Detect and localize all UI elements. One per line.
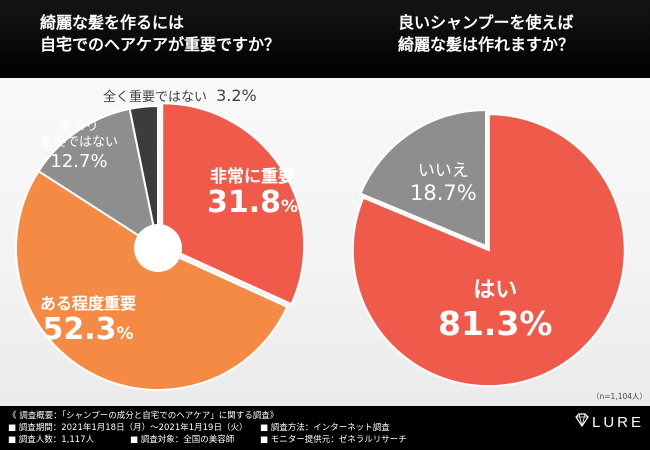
right-title-line-2: 綺麗な髪は作れますか？ [398, 35, 575, 54]
left-title-line-2: 自宅でのヘアケアが重要ですか？ [40, 35, 281, 54]
label-yes-name: はい [473, 278, 518, 303]
header-bar: 綺麗な髪を作るには 自宅でのヘアケアが重要ですか？ 良いシャンプーを使えば 綺麗… [0, 0, 650, 78]
label-no-name: いいえ [417, 161, 469, 181]
label-very-important-name: 非常に重要 [210, 167, 296, 187]
right-pie-slice-1 [359, 108, 487, 248]
label-not-important-at-all: 全く重要ではない 3.2% [103, 86, 257, 105]
footer-bar: 《 調査概要：「シャンプーの成分と自宅でのヘアケア」に関する調査》 ■ 調査期間… [0, 406, 650, 450]
label-somewhat-important-name: ある程度重要 [40, 294, 137, 313]
diamond-logo-icon [575, 413, 589, 428]
left-question-title: 綺麗な髪を作るには 自宅でのヘアケアが重要ですか？ [40, 12, 280, 56]
survey-heading: 《 調査概要：「シャンプーの成分と自宅でのヘアケア」に関する調査》 [8, 411, 279, 421]
label-not-important-at-all-value: 3.2% [216, 86, 257, 105]
label-very-important-unit: % [281, 197, 299, 217]
label-not-important-at-all-name: 全く重要ではない [103, 90, 208, 105]
label-somewhat-important: ある程度重要 52.3% [40, 290, 136, 347]
right-pie-slice-0 [351, 113, 626, 388]
label-not-very-important-line2: 重要ではない [40, 135, 119, 150]
survey-period: ■ 調査期間：2021年1月18日（月）～2021年1月19日（火） [8, 423, 248, 433]
label-very-important: 非常に重要 31.8% [207, 162, 298, 220]
label-not-very-important: あまり 重要ではない 12.7% [40, 119, 118, 173]
label-yes-value: 81.3% [438, 304, 553, 343]
left-title-line-1: 綺麗な髪を作るには [40, 13, 185, 32]
label-not-very-important-line1: あまり [59, 119, 99, 134]
survey-target: ■ 調査対象：全国の美容師 [130, 435, 235, 445]
sample-size-note: （n=1,104人） [592, 392, 648, 401]
left-pie-donut-hole [134, 224, 182, 272]
left-pie-slice-2 [37, 107, 160, 251]
left-pie-slice-0 [161, 102, 306, 306]
survey-count: ■ 調査人数：1,117人 [8, 435, 95, 445]
label-not-very-important-value: 12.7% [50, 151, 108, 172]
survey-method: ■ 調査方法：インターネット調査 [260, 423, 390, 433]
right-question-title: 良いシャンプーを使えば 綺麗な髪は作れますか？ [398, 12, 574, 56]
brand-logo-text: LURE [592, 414, 645, 431]
right-title-line-1: 良いシャンプーを使えば [398, 13, 574, 32]
label-no: いいえ 18.7% [410, 156, 477, 205]
left-pie-slice-1 [15, 169, 289, 391]
survey-provider: ■ モニター提供元：ゼネラルリサーチ [260, 435, 407, 445]
label-yes: はい 81.3% [438, 272, 553, 343]
label-somewhat-important-unit: % [116, 324, 134, 344]
label-no-value: 18.7% [410, 181, 477, 205]
label-very-important-value: 31.8 [207, 185, 282, 220]
label-somewhat-important-value: 52.3 [42, 312, 117, 347]
left-pie-slice-3 [128, 104, 159, 249]
